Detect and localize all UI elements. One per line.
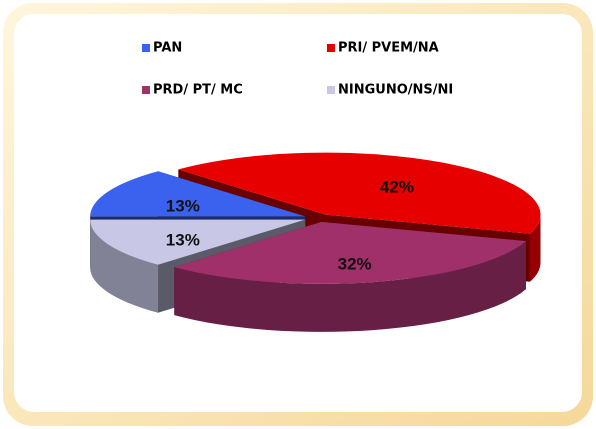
legend-label: PRI/ PVEM/NA — [338, 41, 439, 56]
legend-label: NINGUNO/NS/NI — [338, 83, 453, 98]
legend-swatch — [327, 44, 335, 52]
slice-wall — [174, 241, 526, 332]
data-label: 13% — [166, 197, 200, 216]
data-label: 32% — [338, 255, 372, 274]
legend-swatch — [327, 86, 335, 94]
legend-swatch — [142, 44, 150, 52]
slice-top — [178, 152, 541, 234]
slice — [174, 221, 526, 332]
legend-swatch — [142, 86, 150, 94]
slice-wall — [529, 214, 541, 282]
slice-top — [90, 171, 306, 217]
slice-top — [174, 221, 526, 284]
data-label: 42% — [380, 178, 414, 197]
slice-wall — [90, 219, 158, 313]
pie: 13% 42% 32% 13% — [90, 152, 541, 332]
legend-label: PRD/ PT/ MC — [153, 83, 243, 98]
data-label: 13% — [166, 230, 200, 249]
legend: PAN PRI/ PVEM/NA PRD/ PT/ MC NINGUNO/NS/NI — [142, 41, 453, 98]
slice-top — [90, 219, 306, 265]
legend-label: PAN — [153, 41, 182, 56]
